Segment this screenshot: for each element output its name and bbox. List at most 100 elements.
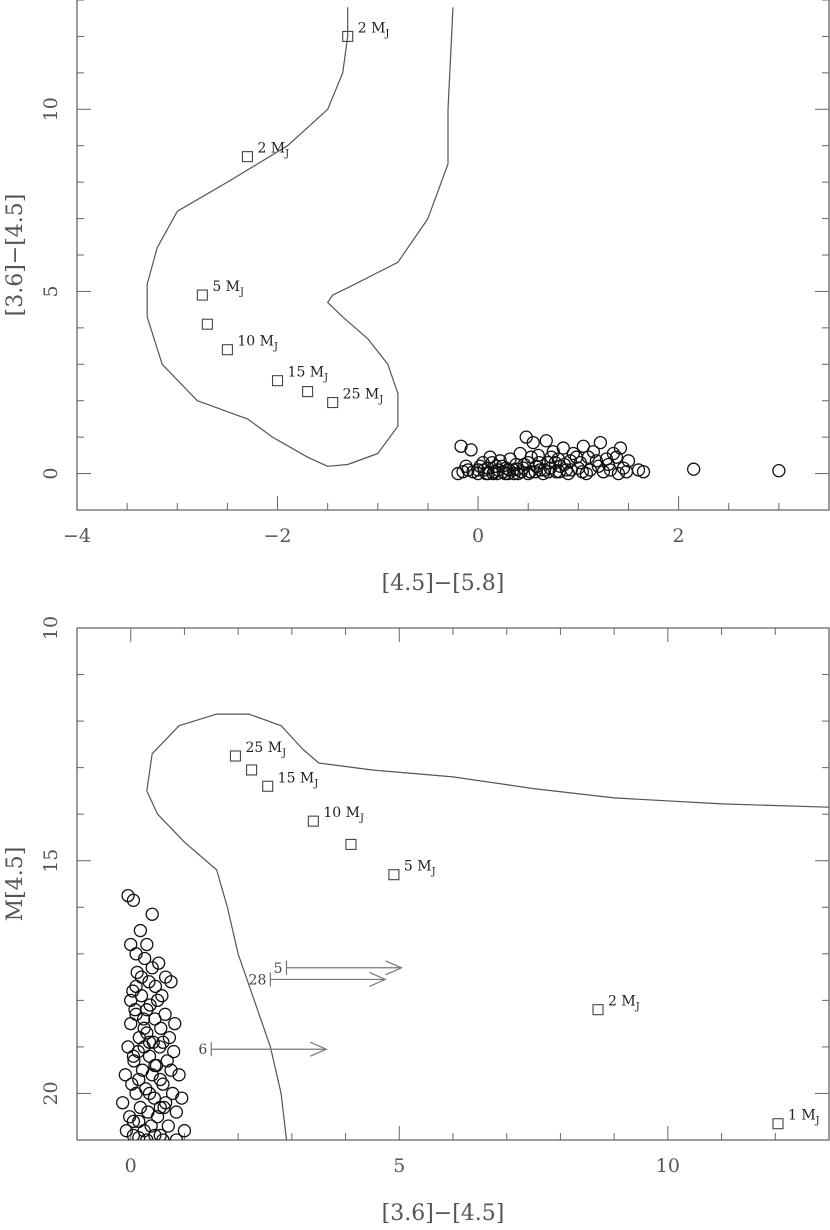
data-point (153, 1100, 167, 1115)
model-label-sub: J (281, 748, 286, 759)
data-point (564, 463, 578, 477)
data-point (172, 1068, 186, 1082)
model-label-sub: J (378, 395, 383, 406)
data-point (154, 1021, 168, 1035)
data-point (169, 1133, 184, 1140)
data-point (155, 989, 169, 1003)
model-label-value: 15 M (278, 770, 315, 786)
data-point (593, 435, 608, 450)
model-contour-line (146, 7, 454, 467)
data-point (619, 465, 634, 479)
data-point (521, 466, 535, 481)
data-point (160, 1054, 174, 1068)
model-label: 2 MJ (608, 994, 640, 1013)
model-label: 5 MJ (212, 279, 244, 298)
data-point (566, 446, 580, 461)
model-point (262, 780, 274, 792)
data-point (175, 1091, 189, 1105)
data-point (133, 1100, 148, 1115)
data-point (601, 457, 616, 472)
model-label-sub: J (239, 287, 244, 298)
data-point (613, 441, 628, 455)
model-point (327, 396, 339, 409)
model-point (388, 869, 400, 881)
data-point (145, 907, 159, 921)
plot-frame (76, 0, 830, 511)
x-tick-label: 0 (472, 525, 484, 547)
model-label-value: 10 M (237, 334, 274, 350)
model-label-value: 10 M (323, 805, 360, 821)
model-point (246, 764, 258, 776)
model-point (592, 1004, 604, 1016)
model-label-sub: J (323, 373, 328, 384)
data-point (148, 1128, 162, 1140)
data-point (116, 1096, 130, 1110)
y-tick-label: 5 (40, 285, 62, 297)
data-point (136, 1012, 151, 1026)
model-label-sub: J (313, 778, 318, 789)
data-point (124, 993, 138, 1008)
data-point (541, 465, 555, 479)
model-point (345, 838, 357, 850)
model-label-value: 5 M (212, 279, 240, 295)
limit-label: 6 (198, 1042, 207, 1058)
data-point (583, 463, 598, 477)
data-point (526, 435, 540, 450)
data-point (161, 1119, 175, 1133)
data-point (609, 450, 624, 464)
model-label: 15 MJ (278, 770, 319, 789)
data-point (464, 443, 478, 457)
model-label-sub: J (635, 1002, 640, 1013)
model-label: 25 MJ (245, 740, 286, 759)
model-label-sub: J (384, 28, 389, 39)
model-point (201, 318, 213, 330)
data-point (129, 947, 143, 961)
model-label-value: 2 M (358, 20, 386, 36)
data-point (150, 1110, 165, 1124)
model-point (342, 30, 354, 42)
data-point (126, 893, 141, 907)
data-point (556, 441, 570, 455)
y-tick-label: 15 (40, 849, 62, 873)
x-tick-label: 5 (393, 1155, 405, 1177)
data-point (156, 1035, 170, 1049)
x-tick-label: −4 (63, 525, 91, 547)
data-point (507, 466, 521, 481)
data-point (130, 965, 144, 980)
model-label: 10 MJ (237, 334, 278, 353)
data-point (118, 1068, 132, 1082)
model-label: 10 MJ (323, 805, 364, 824)
data-point (158, 1007, 172, 1021)
data-point (168, 1016, 182, 1031)
data-point (517, 457, 531, 472)
limit-arrow-head (369, 971, 387, 987)
limit-arrow-head (385, 960, 403, 976)
data-point (772, 464, 786, 478)
limit-label: 5 (274, 961, 283, 977)
data-point (140, 937, 154, 952)
data-point (575, 465, 589, 479)
model-label-value: 2 M (608, 994, 636, 1010)
model-label-value: 15 M (288, 365, 325, 381)
limit-label: 28 (249, 972, 267, 988)
model-label: 25 MJ (343, 387, 384, 406)
data-point (616, 461, 631, 475)
data-point (133, 923, 148, 938)
data-point (140, 1133, 154, 1140)
x-tick-label: −2 (264, 525, 292, 547)
data-point (686, 462, 701, 476)
data-point (156, 1133, 170, 1140)
data-point (621, 454, 636, 468)
data-point (153, 1072, 167, 1087)
x-tick-label: 2 (673, 525, 685, 547)
data-point (139, 1082, 153, 1096)
data-point (531, 448, 545, 463)
model-label-sub: J (284, 149, 289, 160)
model-label-sub: J (815, 1116, 820, 1127)
data-point (164, 975, 178, 989)
data-point (473, 459, 487, 473)
x-axis-title: [4.5]−[5.8] (382, 571, 505, 596)
data-point (150, 993, 165, 1008)
data-point (148, 1058, 162, 1073)
